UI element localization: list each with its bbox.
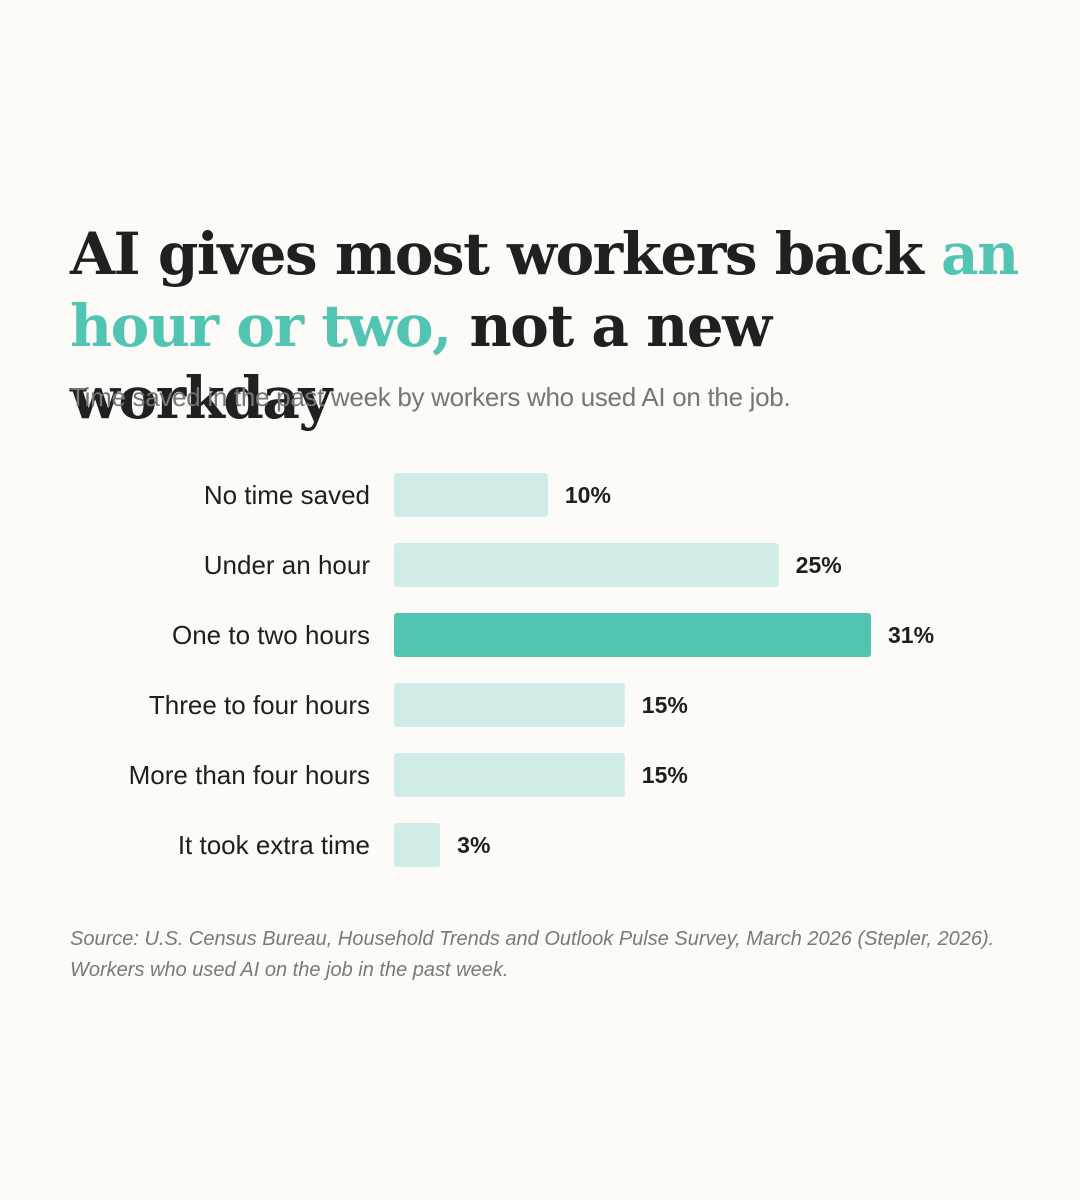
value-label: 15% bbox=[642, 762, 688, 788]
bar bbox=[394, 543, 779, 587]
category-label: More than four hours bbox=[129, 760, 370, 790]
bar bbox=[394, 683, 625, 727]
bar bbox=[394, 753, 625, 797]
chart-title: AI gives most workers back an hour or tw… bbox=[70, 218, 1030, 434]
category-label: Three to four hours bbox=[149, 690, 370, 720]
category-label: No time saved bbox=[204, 480, 370, 510]
chart-subtitle: Time saved in the past week by workers w… bbox=[70, 382, 791, 412]
value-label: 3% bbox=[457, 832, 490, 858]
category-label: One to two hours bbox=[172, 620, 370, 650]
bar bbox=[394, 823, 441, 867]
value-label: 31% bbox=[888, 622, 934, 648]
source-note: Source: U.S. Census Bureau, Household Tr… bbox=[70, 928, 995, 981]
value-label: 10% bbox=[565, 482, 611, 508]
category-label: Under an hour bbox=[204, 550, 371, 580]
bar-highlighted bbox=[394, 613, 871, 657]
value-label: 15% bbox=[642, 692, 688, 718]
bar bbox=[394, 473, 548, 517]
title-accent: an hour or two, bbox=[70, 220, 1019, 360]
title-part-2: not a new workday bbox=[70, 292, 772, 432]
value-label: 25% bbox=[796, 552, 842, 578]
bar-chart: No time saved 10% Under an hour 25% One to t… bbox=[129, 473, 934, 867]
title-part-1: AI gives most workers back bbox=[70, 220, 942, 288]
category-label: It took extra time bbox=[178, 830, 370, 860]
